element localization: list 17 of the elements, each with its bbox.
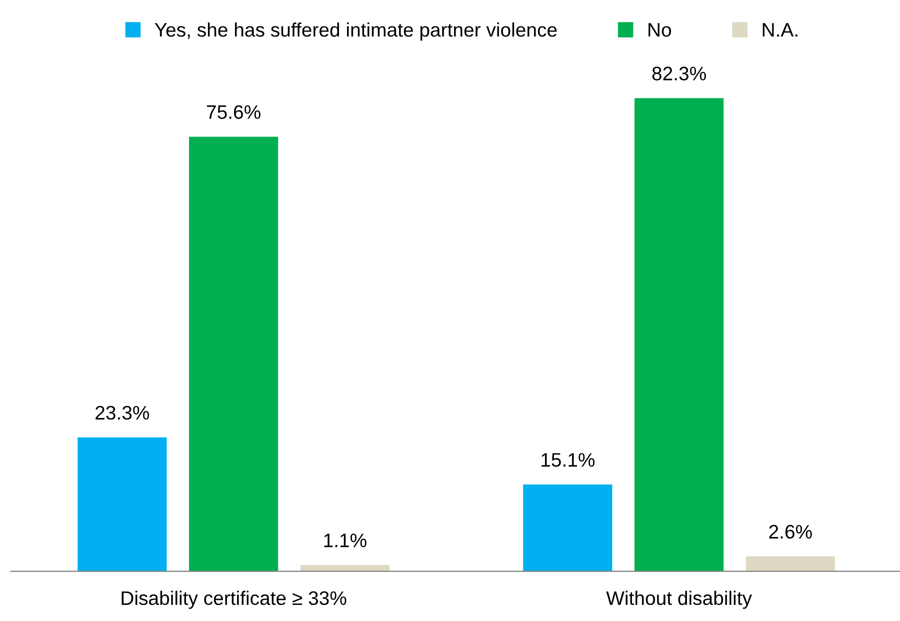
bar — [189, 136, 278, 572]
x-tick-label: Without disability — [606, 590, 752, 609]
legend-label: No — [648, 23, 672, 37]
data-label: 75.6% — [206, 105, 260, 119]
bar — [523, 484, 612, 572]
bar — [746, 556, 835, 572]
data-label: 2.6% — [769, 524, 812, 539]
data-label: 23.3% — [96, 406, 150, 420]
bar — [634, 98, 724, 572]
bar — [78, 437, 167, 572]
legend-label: N.A. — [762, 23, 798, 37]
data-label: 1.1% — [324, 534, 366, 548]
data-label: 82.3% — [652, 66, 706, 80]
x-tick-label: Disability certificate ≥ 33% — [122, 590, 346, 609]
bar — [300, 564, 390, 572]
legend-label: Yes, she has suffered intimate partner violence — [154, 22, 557, 41]
data-label: 15.1% — [542, 453, 595, 467]
